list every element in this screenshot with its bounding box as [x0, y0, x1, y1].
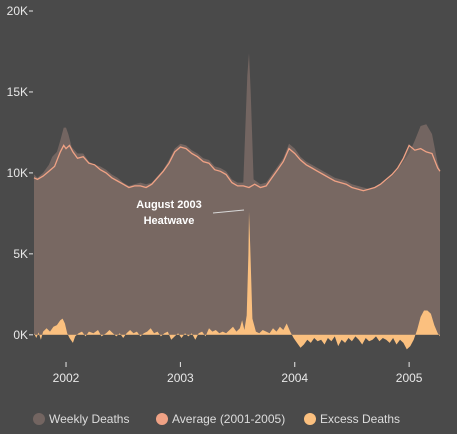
plot-area [33, 53, 441, 350]
average-area [34, 145, 440, 335]
excess-deaths-area [34, 211, 440, 350]
average-line [33, 144, 441, 192]
legend-swatch [304, 413, 316, 425]
x-tick-label: 2002 [53, 371, 80, 385]
x-tick-label: 2003 [167, 371, 194, 385]
legend: Weekly Deaths Average (2001-2005) Excess D… [33, 412, 400, 426]
x-tick-label: 2004 [281, 371, 308, 385]
y-tick-label: 10K [7, 166, 28, 180]
y-axis-ticks: 0K 5K 10K 15K 20K [7, 4, 33, 342]
legend-label: Weekly Deaths [49, 412, 129, 426]
y-tick-label: 0K [13, 328, 28, 342]
y-tick-label: 20K [7, 4, 28, 18]
legend-swatch [33, 413, 45, 425]
annotation-leader-line [212, 209, 245, 214]
legend-label: Excess Deaths [320, 412, 400, 426]
x-axis-ticks: 2002 2003 2004 2005 [53, 362, 423, 385]
annotation-text: Heatwave [144, 215, 195, 227]
heatwave-annotation: August 2003 Heatwave [136, 199, 245, 227]
y-tick-label: 15K [7, 85, 28, 99]
y-tick-label: 5K [13, 247, 28, 261]
x-tick-label: 2005 [396, 371, 423, 385]
annotation-text: August 2003 [136, 199, 201, 211]
legend-swatch [156, 413, 168, 425]
legend-label: Average (2001-2005) [172, 412, 285, 426]
